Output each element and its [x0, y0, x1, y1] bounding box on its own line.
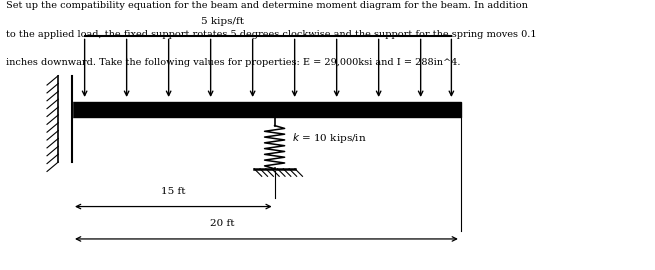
Text: 15 ft: 15 ft — [160, 187, 185, 196]
Text: 5 kips/ft: 5 kips/ft — [201, 17, 244, 26]
Bar — [72, 102, 460, 117]
Text: Set up the compatibility equation for the beam and determine moment diagram for : Set up the compatibility equation for th… — [7, 1, 528, 10]
Text: inches downward. Take the following values for properties: E = 29,000ksi and I =: inches downward. Take the following valu… — [7, 58, 460, 67]
Text: 20 ft: 20 ft — [210, 219, 234, 228]
Text: to the applied load, the fixed support rotates 5 degrees clockwise and the suppo: to the applied load, the fixed support r… — [7, 30, 537, 39]
Text: $k$ = 10 kips/in: $k$ = 10 kips/in — [291, 131, 366, 145]
Bar — [58, 76, 72, 162]
